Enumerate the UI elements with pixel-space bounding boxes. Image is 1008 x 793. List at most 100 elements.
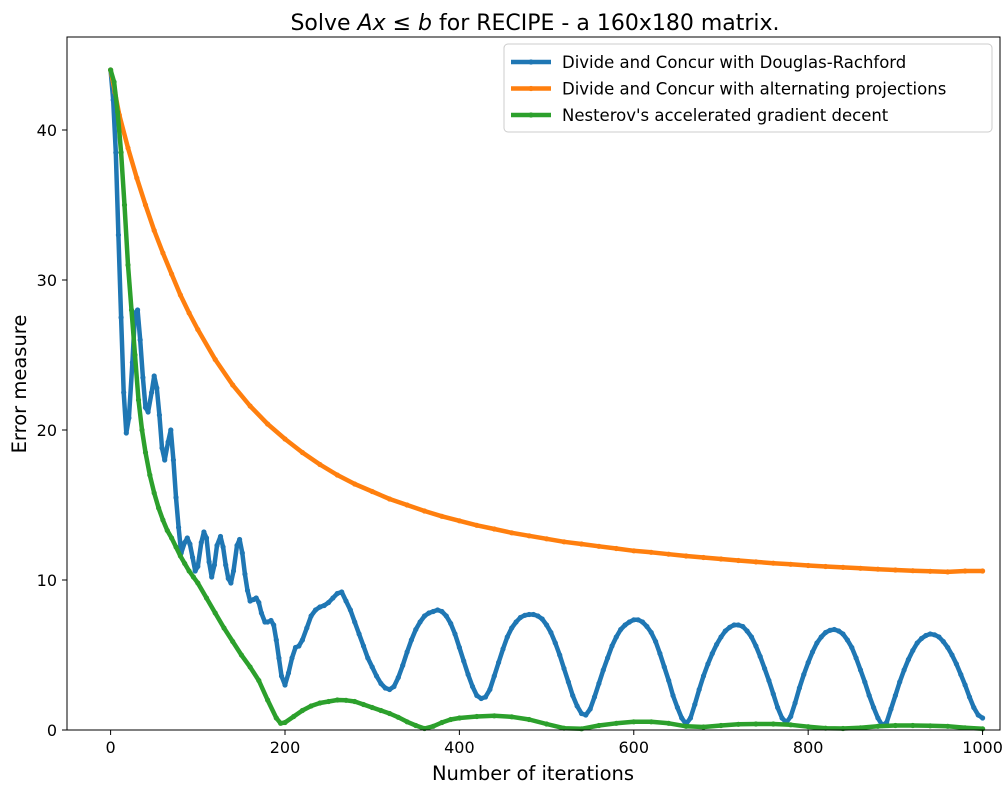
- data-point: [596, 543, 602, 549]
- data-point: [160, 250, 166, 256]
- data-point: [517, 614, 524, 621]
- data-point: [910, 647, 916, 654]
- legend-box: [503, 43, 993, 133]
- data-point: [609, 643, 615, 649]
- data-point: [578, 710, 585, 717]
- data-point: [618, 626, 624, 633]
- data-point: [121, 389, 127, 396]
- data-point: [352, 619, 358, 625]
- data-point: [735, 622, 742, 628]
- data-point: [417, 619, 423, 625]
- legend-items: Divide and Concur with Douglas-Rachford D…: [511, 53, 946, 125]
- data-point: [509, 714, 515, 720]
- data-point: [369, 704, 375, 711]
- data-point: [182, 539, 188, 546]
- data-point: [901, 667, 907, 673]
- data-point: [927, 723, 933, 729]
- data-point: [203, 595, 210, 601]
- data-point: [244, 587, 251, 594]
- data-point: [230, 382, 236, 388]
- data-point: [862, 679, 868, 685]
- y-tick-label: 40: [37, 121, 57, 140]
- data-point: [456, 644, 462, 651]
- series-layer: [108, 67, 986, 732]
- data-point: [565, 679, 572, 685]
- data-point: [469, 683, 476, 690]
- data-point: [474, 692, 480, 699]
- data-point: [639, 619, 646, 625]
- data-point: [578, 541, 585, 547]
- x-tick-label: 600: [619, 738, 650, 757]
- data-point: [343, 697, 349, 703]
- data-point: [387, 496, 393, 502]
- data-point: [980, 568, 986, 574]
- data-point: [574, 703, 580, 709]
- data-point: [253, 595, 259, 601]
- data-point: [875, 566, 881, 572]
- data-point: [687, 715, 694, 721]
- data-point: [343, 598, 349, 604]
- data-point: [190, 574, 196, 580]
- data-point: [857, 667, 864, 673]
- data-point: [273, 715, 279, 721]
- data-point: [875, 723, 881, 729]
- data-point: [195, 563, 201, 570]
- data-point: [849, 644, 855, 651]
- data-point: [339, 589, 345, 595]
- legend-item-3: Nesterov's accelerated gradient decent: [511, 106, 889, 125]
- data-point: [801, 671, 807, 678]
- data-point: [186, 310, 192, 316]
- data-point: [796, 685, 803, 691]
- title-math-op: ≤: [386, 11, 418, 36]
- data-point: [679, 715, 685, 721]
- data-point: [291, 713, 297, 720]
- data-point: [770, 721, 776, 727]
- data-point: [347, 607, 353, 613]
- data-point: [836, 628, 842, 634]
- data-point: [875, 715, 881, 721]
- data-point: [404, 649, 410, 655]
- data-point: [622, 622, 628, 628]
- data-point: [897, 679, 903, 685]
- data-point: [128, 307, 135, 313]
- data-point: [326, 698, 332, 705]
- data-point: [151, 490, 157, 496]
- data-point: [247, 664, 253, 670]
- data-point: [700, 724, 707, 730]
- data-point: [195, 580, 201, 586]
- data-point: [905, 656, 912, 663]
- data-point: [478, 695, 484, 702]
- data-point: [239, 550, 245, 556]
- data-point: [404, 719, 410, 725]
- data-point: [113, 149, 119, 156]
- data-point: [788, 722, 794, 728]
- data-point: [544, 622, 550, 628]
- data-point: [160, 517, 166, 523]
- axes-frame: [66, 36, 1001, 731]
- data-point: [151, 373, 157, 379]
- data-point: [118, 149, 124, 156]
- data-point: [635, 617, 641, 623]
- data-point: [111, 79, 117, 85]
- data-point: [866, 692, 872, 699]
- data-point: [404, 502, 410, 508]
- data-point: [352, 698, 358, 705]
- data-point: [683, 723, 689, 729]
- data-point: [145, 409, 151, 415]
- data-point: [134, 175, 140, 181]
- data-point: [500, 646, 506, 652]
- data-point: [548, 629, 554, 636]
- data-point: [888, 706, 894, 712]
- data-point: [570, 692, 576, 699]
- title-math-b: b: [418, 11, 432, 36]
- data-point: [918, 635, 925, 642]
- data-point: [413, 626, 419, 633]
- data-point: [115, 232, 121, 238]
- data-point: [779, 715, 785, 721]
- data-point: [805, 562, 811, 569]
- data-point: [108, 67, 114, 73]
- data-point: [840, 564, 846, 571]
- data-point: [242, 571, 248, 577]
- data-point: [705, 661, 711, 667]
- data-point: [278, 720, 284, 726]
